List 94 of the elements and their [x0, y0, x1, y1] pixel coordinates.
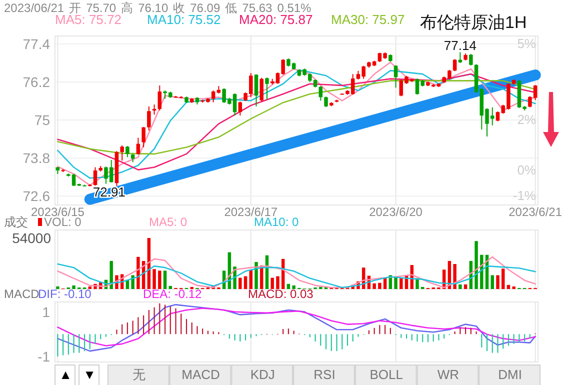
text: 开	[69, 1, 82, 15]
text: DMI	[498, 367, 522, 382]
bar	[372, 283, 376, 289]
bar	[474, 241, 478, 289]
bar	[270, 278, 274, 289]
bar	[416, 278, 419, 289]
y-tick-label: -1	[38, 348, 50, 364]
candlestick	[158, 84, 162, 112]
y-tick-label: 76.2	[22, 74, 50, 90]
bar	[72, 285, 76, 289]
text: 高	[121, 1, 134, 15]
bar	[158, 270, 162, 289]
text: 2023/06/21	[4, 1, 64, 15]
text: DIF: -0.10	[38, 287, 92, 301]
bar	[136, 256, 140, 289]
bar	[244, 276, 248, 289]
text: 收	[173, 1, 186, 15]
candlestick	[318, 86, 323, 102]
candlestick	[458, 52, 462, 64]
bar	[163, 270, 167, 289]
series-label: DEA: -0.12	[143, 287, 202, 301]
text: 75.70	[86, 1, 116, 15]
x-tick-label: 2023/6/21	[508, 205, 562, 219]
annotation: 77.14	[444, 38, 476, 54]
y-tick-label: 77.4	[22, 36, 50, 52]
candlestick	[211, 90, 216, 103]
candlestick	[265, 77, 269, 100]
candlestick	[469, 54, 473, 66]
bar	[378, 282, 382, 289]
text: 无	[132, 367, 146, 382]
candlestick	[142, 126, 146, 148]
text: 低	[225, 1, 238, 15]
text: MA10: 75.52	[147, 12, 221, 27]
chart-title: 成交	[4, 215, 28, 229]
bar	[464, 284, 468, 289]
bar	[490, 275, 494, 289]
chart-title: MACD	[4, 287, 40, 301]
bar	[56, 286, 60, 289]
bar	[131, 275, 134, 289]
bar	[110, 260, 113, 289]
bar	[292, 285, 296, 289]
line-series	[57, 80, 536, 155]
text: KDJ	[250, 367, 275, 382]
text: MACD: 0.03	[248, 287, 314, 301]
text: MA30: 75.97	[331, 12, 405, 27]
text: 0.51%	[277, 1, 312, 15]
candlestick	[260, 77, 264, 102]
bar	[496, 275, 500, 289]
line-series	[57, 304, 536, 352]
text: ▲	[59, 367, 72, 382]
text: WR	[437, 367, 460, 382]
line-series	[57, 308, 536, 346]
bar	[254, 262, 258, 289]
bar	[453, 264, 456, 289]
bar	[512, 286, 516, 289]
bar	[400, 278, 403, 289]
candlestick	[254, 74, 258, 107]
text: ▼	[83, 367, 96, 382]
candlestick	[147, 106, 151, 131]
text: 75.63	[242, 1, 273, 15]
text: 54000	[12, 230, 52, 246]
bar	[88, 286, 92, 289]
bar	[506, 284, 510, 289]
annotation: 72.91	[92, 184, 126, 200]
y-tick-label: 1	[42, 304, 50, 320]
bar	[168, 286, 172, 289]
candlestick	[126, 146, 130, 158]
candlestick	[93, 166, 98, 186]
bar	[502, 268, 505, 289]
bar	[152, 269, 156, 289]
text: 76.10	[138, 1, 168, 15]
candlestick	[452, 58, 457, 72]
text: BOLL	[370, 367, 403, 382]
bar	[286, 284, 290, 289]
bar	[238, 278, 242, 289]
text: MACD	[182, 367, 220, 382]
text: 76.09	[190, 1, 220, 15]
x-tick-label: 2023/6/20	[369, 205, 423, 219]
text: MA5: 0	[149, 215, 188, 229]
bar	[458, 284, 462, 289]
y-tick-label: 72.6	[22, 188, 50, 204]
text: RSI	[314, 367, 336, 382]
candlestick	[394, 64, 398, 88]
bar	[480, 254, 484, 289]
candlestick	[120, 144, 124, 162]
candlestick	[324, 96, 328, 108]
chart-title: 布伦特原油1H	[420, 13, 527, 32]
y-tick-label: 73.8	[22, 150, 50, 166]
candlestick	[238, 101, 242, 116]
text: MA5: 75.72	[55, 12, 122, 27]
candlestick	[136, 137, 140, 156]
text: MA20: 75.87	[239, 12, 313, 27]
bar	[276, 276, 280, 289]
y-tick-label: 75	[34, 112, 50, 128]
